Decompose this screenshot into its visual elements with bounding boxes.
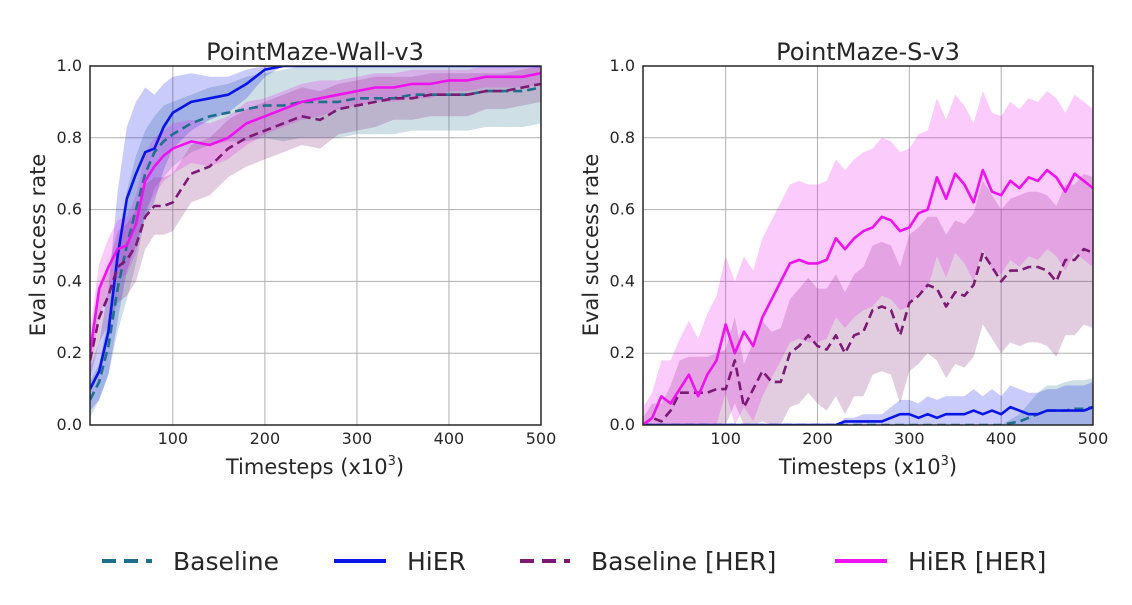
series-line-hier-her (643, 168, 1093, 425)
chart-title: PointMaze-S-v3 (776, 38, 960, 66)
x-axis-label-main: Timesteps (x10 (225, 455, 388, 479)
x-tick-label: 400 (434, 429, 465, 448)
x-tick-label: 300 (342, 429, 373, 448)
x-axis-label: Timesteps (x103) (225, 454, 404, 479)
series-line-hier (90, 66, 541, 390)
y-tick-label: 0.0 (57, 415, 82, 434)
plot-area: 100 200 300 400 500 0.0 0.2 0.4 0.6 0.8 1.0 (57, 56, 557, 448)
plot-frame (89, 65, 542, 426)
series-line-hier-her (90, 71, 541, 354)
legend-item-hier[interactable]: HiER (334, 547, 466, 576)
y-axis-label: Eval success rate (26, 154, 50, 337)
x-tick-label: 400 (986, 429, 1017, 448)
legend-item-baseline[interactable]: Baseline (102, 547, 279, 576)
band-baseline-her (643, 173, 1093, 425)
series-layer (643, 91, 1093, 425)
y-tick-label: 0.2 (610, 343, 635, 362)
chart-panel-wall: PointMaze-Wall-v3 100 200 300 400 500 0.0 0.2 0… (26, 38, 556, 479)
y-tick-label: 0.0 (610, 415, 635, 434)
y-tick-label: 0.6 (610, 200, 635, 219)
x-tick-label: 100 (710, 429, 741, 448)
x-axis-label-sup: 3 (388, 454, 396, 469)
legend-label-hier: HiER (407, 547, 466, 576)
plot-area: 100 200 300 400 500 0.0 0.2 0.4 0.6 0.8 1.0 (610, 56, 1109, 448)
x-tick-label: 500 (1078, 429, 1109, 448)
band-baseline (90, 66, 541, 418)
legend-item-baseline-her[interactable]: Baseline [HER] (520, 547, 776, 576)
band-baseline (643, 378, 1093, 425)
legend-label-hier-her: HiER [HER] (908, 547, 1046, 576)
series-line-hier (643, 405, 1093, 425)
series-layer (90, 66, 541, 418)
x-tick-label: 300 (894, 429, 925, 448)
x-axis-label-sup: 3 (941, 454, 949, 469)
plot-frame (642, 65, 1094, 426)
legend-label-baseline-her: Baseline [HER] (591, 547, 776, 576)
y-tick-label: 0.6 (57, 200, 82, 219)
y-tick-label: 0.4 (57, 271, 82, 290)
y-tick-label: 1.0 (610, 56, 635, 75)
y-tick-label: 0.2 (57, 343, 82, 362)
y-tick-label: 0.4 (610, 271, 635, 290)
x-axis-label-close: ) (396, 455, 404, 479)
series-line-baseline-her (90, 82, 541, 361)
chart-panel-s: PointMaze-S-v3 100 200 300 400 500 0.0 0.2 0.4 0… (579, 38, 1108, 479)
x-axis-label: Timesteps (x103) (778, 454, 957, 479)
y-tick-label: 1.0 (57, 56, 82, 75)
x-tick-label: 200 (802, 429, 833, 448)
legend-label-baseline: Baseline (173, 547, 279, 576)
y-tick-label: 0.8 (610, 128, 635, 147)
y-axis-label: Eval success rate (579, 154, 603, 337)
x-axis-label-main: Timesteps (x10 (778, 455, 941, 479)
x-tick-label: 500 (526, 429, 557, 448)
legend-item-hier-her[interactable]: HiER [HER] (835, 547, 1046, 576)
chart-title: PointMaze-Wall-v3 (206, 38, 424, 66)
x-axis-label-close: ) (949, 455, 957, 479)
x-tick-label: 200 (250, 429, 281, 448)
legend: Baseline HiER Baseline [HER] HiER [HER] (102, 547, 1046, 576)
x-tick-label: 100 (158, 429, 189, 448)
y-tick-label: 0.8 (57, 128, 82, 147)
